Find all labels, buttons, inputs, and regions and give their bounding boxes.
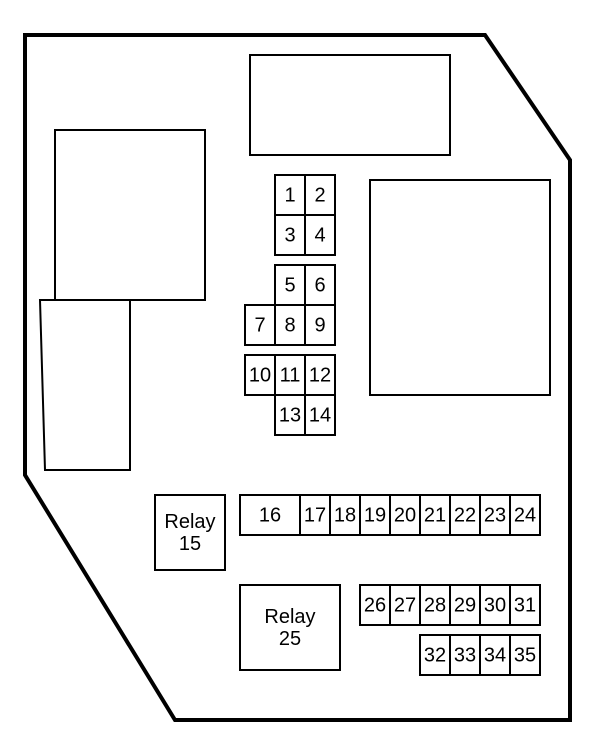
svg-text:8: 8: [284, 314, 295, 336]
svg-text:33: 33: [454, 644, 476, 666]
svg-text:31: 31: [514, 594, 536, 616]
svg-text:24: 24: [514, 504, 536, 526]
svg-text:16: 16: [259, 504, 281, 526]
svg-text:29: 29: [454, 594, 476, 616]
svg-text:18: 18: [334, 504, 356, 526]
svg-text:17: 17: [304, 504, 326, 526]
svg-text:13: 13: [279, 404, 301, 426]
svg-text:20: 20: [394, 504, 416, 526]
svg-text:1: 1: [284, 184, 295, 206]
svg-text:35: 35: [514, 644, 536, 666]
svg-text:5: 5: [284, 274, 295, 296]
svg-text:23: 23: [484, 504, 506, 526]
svg-text:9: 9: [314, 314, 325, 336]
svg-text:28: 28: [424, 594, 446, 616]
blank-right: [370, 180, 550, 395]
svg-text:6: 6: [314, 274, 325, 296]
fusebox-diagram: 1234567891011121314161718192021222324262…: [0, 0, 593, 730]
svg-text:10: 10: [249, 364, 271, 386]
blank-upper-left: [55, 130, 205, 300]
svg-text:2: 2: [314, 184, 325, 206]
svg-text:4: 4: [314, 224, 325, 246]
svg-text:22: 22: [454, 504, 476, 526]
svg-text:Relay: Relay: [264, 606, 315, 628]
svg-text:Relay: Relay: [164, 511, 215, 533]
svg-text:34: 34: [484, 644, 506, 666]
svg-text:26: 26: [364, 594, 386, 616]
svg-text:30: 30: [484, 594, 506, 616]
svg-text:32: 32: [424, 644, 446, 666]
svg-text:15: 15: [179, 533, 201, 555]
blank-top: [250, 55, 450, 155]
svg-text:27: 27: [394, 594, 416, 616]
svg-text:14: 14: [309, 404, 331, 426]
blank-lower-left: [40, 300, 130, 470]
svg-text:25: 25: [279, 628, 301, 650]
svg-text:19: 19: [364, 504, 386, 526]
svg-text:7: 7: [254, 314, 265, 336]
svg-text:21: 21: [424, 504, 446, 526]
svg-text:11: 11: [280, 364, 301, 386]
svg-text:12: 12: [309, 364, 331, 386]
svg-text:3: 3: [284, 224, 295, 246]
